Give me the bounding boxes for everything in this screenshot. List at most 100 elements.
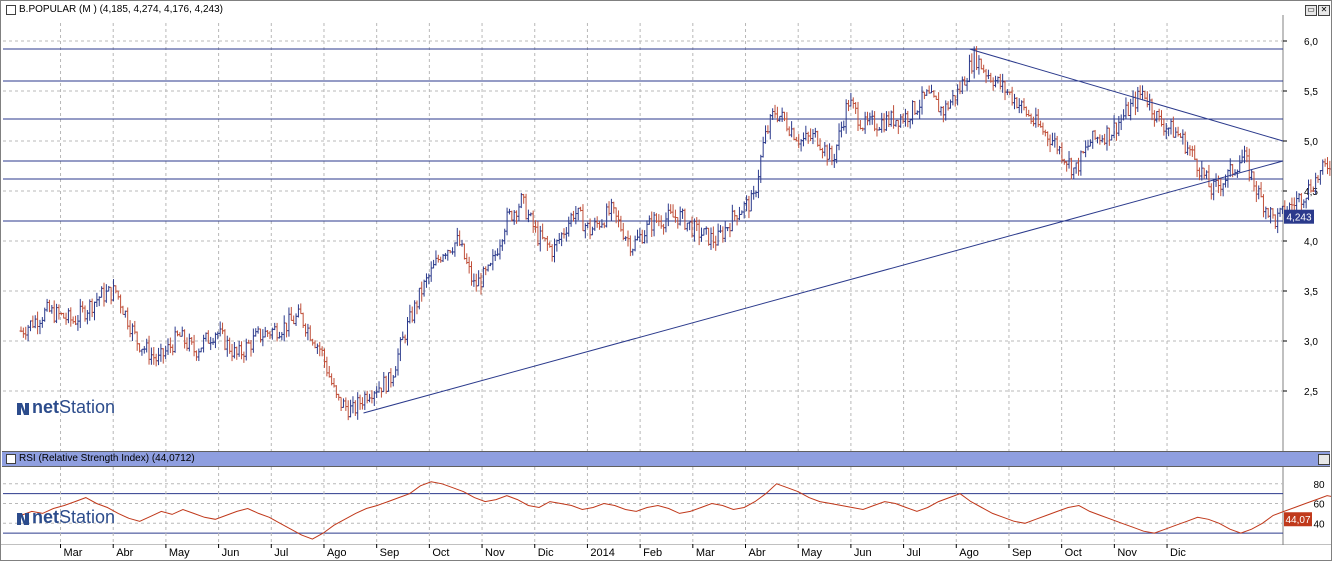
price-bar	[424, 273, 428, 288]
price-bar	[538, 225, 542, 252]
price-bar	[446, 249, 450, 261]
price-bar	[628, 235, 632, 257]
price-bar	[455, 227, 459, 247]
price-bar	[24, 326, 28, 340]
price-bar	[149, 347, 153, 365]
price-bar	[443, 252, 447, 260]
price-bar	[254, 328, 258, 337]
price-bar	[621, 222, 625, 241]
price-bar	[761, 136, 765, 158]
price-bar	[315, 343, 319, 355]
price-bar	[128, 320, 132, 338]
x-tick-label: Feb	[643, 547, 662, 559]
price-bar	[1271, 208, 1275, 219]
price-tick-label: 5,5	[1304, 87, 1318, 98]
x-tick-label: Sep	[1012, 547, 1032, 559]
price-bar	[453, 242, 457, 257]
price-bar	[1050, 132, 1054, 146]
price-bar	[1304, 197, 1308, 209]
rsi-last-badge	[1284, 512, 1312, 527]
x-tick-label: Mar	[64, 547, 83, 559]
price-tick-label: 2,5	[1304, 387, 1318, 398]
price-bar	[678, 206, 682, 226]
price-bar	[413, 300, 417, 324]
price-bar	[1141, 85, 1145, 101]
price-bar	[64, 312, 68, 325]
panel-checkbox[interactable]	[6, 5, 16, 15]
price-bar	[1328, 160, 1331, 176]
price-bar	[825, 144, 829, 166]
price-bar	[633, 235, 637, 252]
price-tick-label: 6,0	[1304, 37, 1318, 48]
price-bar	[420, 281, 424, 302]
price-bar	[415, 300, 419, 315]
price-bar	[925, 89, 929, 96]
rsi-series-line	[20, 481, 1331, 540]
price-bar	[737, 206, 741, 221]
price-bar	[560, 232, 564, 247]
price-bar	[965, 77, 969, 92]
price-bar	[242, 351, 246, 363]
restore-button[interactable]: ▭	[1305, 5, 1317, 16]
price-bar	[823, 141, 827, 157]
price-bar	[899, 114, 903, 128]
x-tick-label: Nov	[1117, 547, 1137, 559]
price-bar	[553, 238, 557, 263]
price-bar	[590, 226, 594, 236]
price-bar	[1072, 167, 1076, 179]
price-bar	[946, 101, 950, 111]
price-bar	[244, 338, 248, 361]
x-tick-label: Sep	[380, 547, 400, 559]
rsi-netstation-logo: netStation	[16, 507, 115, 528]
price-bar	[33, 315, 37, 329]
price-bar	[1133, 91, 1137, 116]
price-bar	[1261, 194, 1265, 218]
price-bar	[709, 227, 713, 250]
price-bar	[88, 299, 92, 321]
price-bar	[951, 89, 955, 106]
price-bar	[451, 247, 455, 255]
price-bar	[90, 298, 94, 318]
price-bar	[785, 112, 789, 132]
price-bar	[733, 209, 737, 221]
price-bar	[783, 111, 787, 122]
price-bar	[624, 236, 628, 241]
price-bar	[396, 348, 400, 376]
price-bar	[382, 372, 386, 393]
price-bar	[797, 134, 801, 149]
price-bar	[282, 315, 286, 342]
price-bar	[526, 209, 530, 223]
price-bar	[1259, 182, 1263, 198]
price-bar	[1254, 180, 1258, 203]
price-bar	[749, 189, 753, 212]
price-bar	[225, 335, 229, 357]
close-button[interactable]: ✕	[1318, 5, 1330, 16]
price-bar	[69, 307, 73, 327]
rsi-close-button[interactable]	[1318, 454, 1330, 465]
price-bar	[202, 334, 206, 353]
price-bar	[180, 326, 184, 337]
price-bar	[908, 119, 912, 129]
x-tick-label: Oct	[1065, 547, 1082, 559]
price-bar	[1119, 114, 1123, 131]
price-bar	[40, 317, 44, 328]
price-bar	[896, 119, 900, 135]
price-bar	[685, 222, 689, 232]
price-bar	[47, 299, 51, 313]
price-bar	[140, 348, 144, 356]
price-bar	[1067, 151, 1071, 169]
rsi-chart[interactable]: 40 60 80 44,07	[1, 467, 1331, 545]
price-bar	[676, 217, 680, 229]
price-bar	[1176, 126, 1180, 137]
price-bar	[1043, 129, 1047, 137]
price-bar	[1188, 145, 1192, 156]
price-bar	[659, 215, 663, 229]
price-chart[interactable]: 2,53,03,54,04,55,05,56,04,243	[1, 15, 1331, 451]
price-bar	[780, 107, 784, 122]
price-bar	[21, 327, 25, 338]
price-bar	[356, 392, 360, 420]
rsi-panel-checkbox[interactable]	[6, 454, 16, 464]
price-bar	[811, 129, 815, 145]
price-bar	[458, 230, 462, 246]
price-bar	[221, 322, 225, 335]
